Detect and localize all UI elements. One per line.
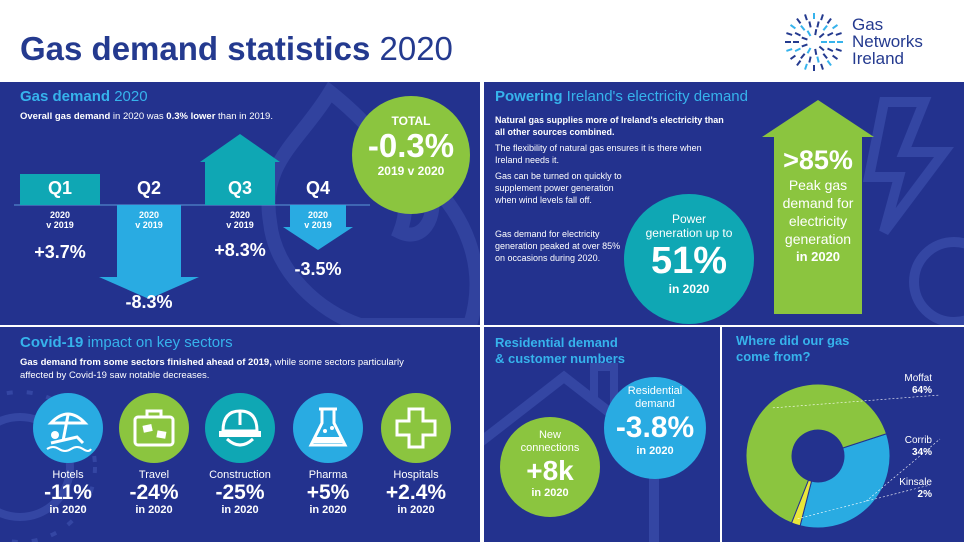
logo-dash bbox=[808, 21, 812, 28]
q1-sub: 2020 v 2019 bbox=[46, 210, 74, 230]
logo-dash bbox=[820, 63, 824, 70]
power-p4: Gas demand for electricity generation pe… bbox=[495, 229, 621, 263]
new-connections-circle: New connections +8k in 2020 bbox=[500, 417, 600, 517]
source-title: Where did our gas come from? bbox=[736, 333, 850, 364]
q1-value: +3.7% bbox=[34, 242, 86, 262]
sector-pharma: Pharma +5% in 2020 bbox=[286, 393, 370, 516]
powering-panel: Powering Ireland's electricity demand Na… bbox=[484, 82, 964, 325]
suitcase-icon bbox=[119, 393, 189, 463]
total-circle: TOTAL -0.3% 2019 v 2020 bbox=[352, 96, 470, 214]
peak-arrow-text: >85% Peak gas demand for electricity gen… bbox=[782, 145, 854, 264]
hotel-beach-icon bbox=[33, 393, 103, 463]
logo-dash bbox=[801, 43, 808, 48]
residential-panel: Residential demand & customer numbers Res… bbox=[484, 327, 720, 542]
logo-dash bbox=[808, 56, 812, 63]
q3-sub: 2020 v 2019 bbox=[226, 210, 254, 230]
label-kinsale: Kinsale 2% bbox=[899, 477, 932, 500]
logo: Gas Networks Ireland bbox=[784, 12, 954, 72]
covid-lead-2: affected by Covid-19 saw notable decreas… bbox=[20, 370, 210, 381]
logo-dash bbox=[822, 24, 828, 31]
logo-dash bbox=[789, 24, 796, 30]
logo-dash bbox=[814, 29, 818, 36]
power-p3: Gas can be turned on quickly to suppleme… bbox=[495, 171, 622, 205]
q4-label: Q4 bbox=[305, 178, 330, 198]
flask-icon bbox=[293, 393, 363, 463]
logo-dash bbox=[800, 53, 806, 60]
demand-title: Gas demand 2020 bbox=[20, 88, 148, 105]
logo-dash bbox=[832, 54, 839, 60]
logo-dash bbox=[806, 30, 812, 37]
header: Gas demand statistics 2020 Gas Networks … bbox=[0, 0, 964, 82]
q2-label: Q2 bbox=[136, 178, 161, 198]
logo-dash bbox=[794, 47, 801, 53]
label-corrib: Corrib 34% bbox=[904, 435, 932, 458]
logo-dash bbox=[789, 54, 796, 60]
covid-title: Covid-19 impact on key sectors bbox=[20, 334, 233, 351]
logo-dash bbox=[822, 53, 828, 60]
logo-dash bbox=[786, 32, 793, 36]
hard-hat-icon bbox=[205, 393, 275, 463]
slice-kinsale bbox=[790, 479, 813, 527]
ring-logo-icon bbox=[785, 13, 843, 71]
q2-value: -8.3% bbox=[125, 292, 173, 312]
logo-dash bbox=[796, 17, 802, 24]
logo-dash bbox=[827, 47, 834, 53]
logo-dash bbox=[786, 48, 793, 52]
q4-sub: 2020 v 2019 bbox=[304, 210, 332, 230]
q1-label: Q1 bbox=[47, 178, 72, 198]
medical-cross-icon bbox=[381, 393, 451, 463]
logo-dash bbox=[814, 48, 818, 55]
logo-dash bbox=[816, 21, 820, 28]
power-generation-circle: Power generation up to 51% in 2020 bbox=[624, 194, 754, 324]
gas-demand-panel: Gas demand 2020 Overall gas demand in 20… bbox=[0, 82, 480, 325]
logo-dash bbox=[818, 32, 825, 39]
logo-dash bbox=[818, 45, 825, 52]
q3-label: Q3 bbox=[227, 178, 252, 198]
residential-demand-circle: Residential demand -3.8% in 2020 bbox=[604, 377, 706, 479]
logo-dash bbox=[806, 47, 812, 54]
gas-source-panel: Where did our gas come from? Moffat 64% Co… bbox=[722, 327, 964, 542]
label-moffat: Moffat 64% bbox=[904, 373, 932, 396]
power-p1: Natural gas supplies more of Ireland's e… bbox=[495, 115, 724, 137]
logo-dash bbox=[826, 17, 832, 24]
page-title: Gas demand statistics 2020 bbox=[20, 30, 453, 67]
logo-dash bbox=[835, 32, 842, 36]
q3-value: +8.3% bbox=[214, 240, 266, 260]
sector-travel: Travel -24% in 2020 bbox=[112, 393, 196, 516]
power-title: Powering Ireland's electricity demand bbox=[495, 88, 748, 105]
power-p2: The flexibility of natural gas ensures i… bbox=[495, 143, 702, 165]
logo-dash bbox=[796, 60, 802, 67]
residential-title: Residential demand & customer numbers bbox=[495, 335, 626, 366]
q2-sub: 2020 v 2019 bbox=[135, 210, 163, 230]
logo-dash bbox=[832, 24, 839, 30]
demand-lead: Overall gas demand in 2020 was 0.3% lowe… bbox=[20, 111, 273, 122]
covid-panel: Covid-19 impact on key sectors Gas deman… bbox=[0, 327, 480, 542]
sector-construction: Construction -25% in 2020 bbox=[198, 393, 282, 516]
sector-hospitals: Hospitals +2.4% in 2020 bbox=[374, 393, 458, 516]
logo-dash bbox=[804, 14, 808, 21]
logo-dash bbox=[816, 56, 820, 63]
logo-dash bbox=[826, 60, 832, 67]
logo-dash bbox=[827, 31, 834, 37]
logo-dash bbox=[801, 36, 808, 41]
logo-dash bbox=[835, 48, 842, 52]
slice-moffat bbox=[745, 383, 888, 524]
logo-text: Gas Networks Ireland bbox=[852, 15, 923, 68]
covid-lead-1: Gas demand from some sectors finished ah… bbox=[20, 357, 404, 368]
q4-value: -3.5% bbox=[294, 259, 342, 279]
logo-dash bbox=[804, 63, 808, 70]
logo-dash bbox=[800, 24, 806, 31]
logo-dash bbox=[820, 14, 824, 21]
logo-dash bbox=[794, 31, 801, 37]
sector-hotels: Hotels -11% in 2020 bbox=[26, 393, 110, 516]
